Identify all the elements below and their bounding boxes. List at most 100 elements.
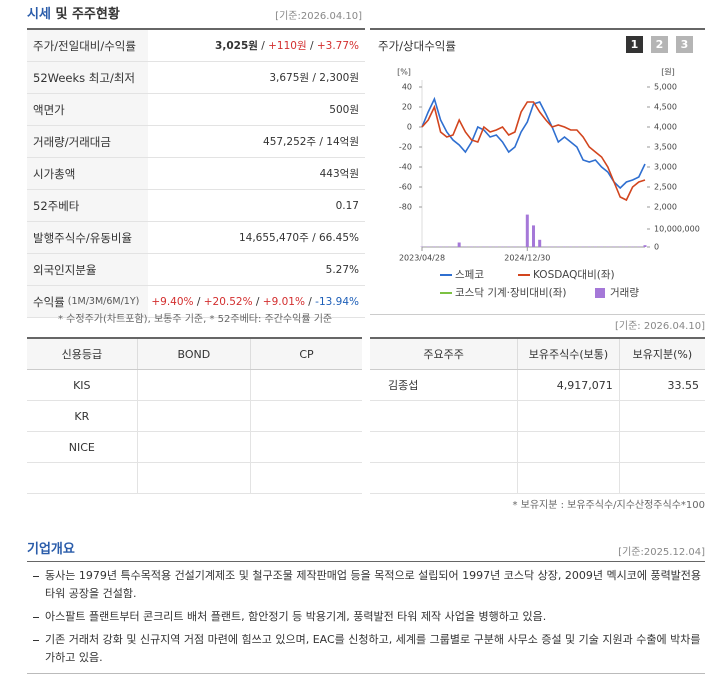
legend-swatch (595, 288, 605, 298)
table-cell: 33.55 (618, 369, 705, 401)
label-text: 거래량/거래대금 (33, 134, 111, 149)
header-cell: 보유지분(%) (618, 337, 705, 370)
table-cell (370, 400, 518, 432)
legend-label: 거래량 (610, 287, 639, 299)
header-cell: BOND (136, 337, 251, 370)
section-title: 시세 및 주주현황 (27, 3, 120, 22)
value-part: 3,675원 / 2,300원 (269, 72, 359, 84)
overview-item: 기존 거래처 강화 및 신규지역 거점 마련에 힘쓰고 있으며, EAC를 신청… (27, 631, 705, 667)
row-value: 500원 (148, 102, 365, 117)
value-part: 0.17 (335, 199, 359, 212)
table-cell: NICE (27, 431, 138, 463)
y2-tick-label: 5,000 (654, 83, 677, 92)
value-part: 14,655,470주 / 66.45% (238, 232, 359, 244)
volume-bar (525, 214, 529, 247)
header-row: 신용등급 BOND CP (27, 337, 362, 370)
series-line (421, 101, 646, 202)
table-row: 김종섭 4,917,071 33.55 (370, 369, 705, 401)
volume-bar (532, 225, 535, 247)
table-cell (370, 462, 518, 494)
y-tick-label: 0 (407, 123, 412, 132)
table-cell (27, 462, 138, 494)
chart-button[interactable]: 1 (626, 36, 643, 53)
table-cell (517, 431, 620, 463)
value-part: / (193, 295, 204, 308)
row-label: 52주베타 (27, 190, 148, 221)
y2-tick-label: 0 (654, 243, 659, 252)
overview-title: 기업개요 (27, 542, 75, 557)
table-row: KR (27, 400, 362, 432)
y2-axis-label: [원] (661, 68, 675, 77)
summary-row: 52주베타 0.17 (27, 190, 365, 222)
y-axis-label: [%] (397, 68, 411, 77)
volume-bar (457, 242, 461, 247)
value-part: 5.27% (325, 263, 359, 276)
value-part: / (304, 295, 316, 308)
chart: [%] [원] 40 20 0 -20 -40 -60 -80 5,000 4,500 4,000 3,… (397, 68, 700, 300)
shareholder-note: * 보유지분 : 보유주식수/지수산정주식수*100 (512, 500, 705, 511)
table-cell (370, 431, 518, 463)
table-cell (517, 400, 620, 432)
table-cell (136, 400, 251, 432)
row-label: 외국인지분율 (27, 254, 148, 285)
header-cell: 주요주주 (370, 337, 518, 370)
row-label: 주가/전일대비/수익률 (27, 30, 148, 61)
value-part: 443억원 (319, 168, 359, 180)
chart-title: 주가/상대수익률 (378, 39, 456, 53)
table-row: NICE (27, 431, 362, 463)
header-cell: 보유주식수(보통) (517, 337, 620, 370)
summary-note: * 수정주가(차트포함), 보통주 기준, * 52주베타: 주간수익률 기준 (58, 314, 333, 325)
label-text: 외국인지분율 (33, 262, 97, 277)
value-part: +3.77% (316, 40, 359, 52)
table-cell (618, 462, 705, 494)
table-row (370, 400, 705, 432)
row-label: 거래량/거래대금 (27, 126, 148, 157)
table-cell (250, 369, 362, 401)
rating-table: 신용등급 BOND CP KIS KR NICE (27, 337, 362, 494)
label-text: 52주베타 (33, 198, 80, 213)
legend-label: KOSDAQ대비(좌) (533, 269, 615, 281)
chart-button[interactable]: 3 (676, 36, 693, 53)
label-text: 52Weeks 최고/최저 (33, 70, 135, 85)
table-cell (136, 431, 251, 463)
table-cell (136, 462, 251, 494)
row-value: 3,025원 / +110원 / +3.77% (148, 38, 365, 53)
table-cell (618, 400, 705, 432)
summary-table: 주가/전일대비/수익률 3,025원 / +110원 / +3.77% 52Week… (27, 28, 365, 318)
value-part: / (257, 40, 269, 52)
value-part: / (252, 295, 263, 308)
label-text: 시가총액 (33, 166, 76, 181)
header-cell: CP (250, 337, 362, 370)
legend-label: 코스닥 기계·장비대비(좌) (455, 287, 566, 299)
row-label: 액면가 (27, 94, 148, 125)
row-label: 52Weeks 최고/최저 (27, 62, 148, 93)
summary-row: 외국인지분율 5.27% (27, 254, 365, 286)
y2-tick-label: 3,500 (654, 143, 677, 152)
y-tick-label: 40 (402, 83, 412, 92)
header-row: 주요주주 보유주식수(보통) 보유지분(%) (370, 337, 705, 370)
summary-row: 수익률 (1M/3M/6M/1Y) +9.40% / +20.52% / +9.01… (27, 286, 365, 318)
shareholder-table: 주요주주 보유주식수(보통) 보유지분(%) 김종섭 4,917,071 33.55 (370, 337, 705, 494)
table-cell (618, 431, 705, 463)
y-tick-label: -40 (399, 163, 412, 172)
overview-date: [기준:2025.12.04] (618, 547, 705, 558)
overview-item: 아스팔트 플랜트부터 콘크리트 배처 플랜트, 함안정기 등 박용기계, 풍력발… (27, 608, 705, 626)
table-cell: 4,917,071 (517, 369, 620, 401)
summary-row: 주가/전일대비/수익률 3,025원 / +110원 / +3.77% (27, 30, 365, 62)
y-tick-label: -80 (399, 203, 412, 212)
value-part: 457,252주 / 14억원 (263, 136, 359, 148)
summary-row: 액면가 500원 (27, 94, 365, 126)
label-note: (1M/3M/6M/1Y) (67, 296, 140, 307)
value-part: +9.40% (151, 295, 194, 308)
value-part: +110원 (268, 40, 307, 52)
y2-tick-label: 4,000 (654, 123, 677, 132)
title-rest: 및 주주현황 (55, 7, 120, 22)
summary-row: 거래량/거래대금 457,252주 / 14억원 (27, 126, 365, 158)
chart-button[interactable]: 2 (651, 36, 668, 53)
label-text: 수익률 (33, 294, 65, 309)
date: [기준:2026.04.10] (275, 11, 362, 22)
table-row (370, 462, 705, 494)
value-part: / (306, 40, 317, 52)
y2-tick-label: 3,000 (654, 163, 677, 172)
